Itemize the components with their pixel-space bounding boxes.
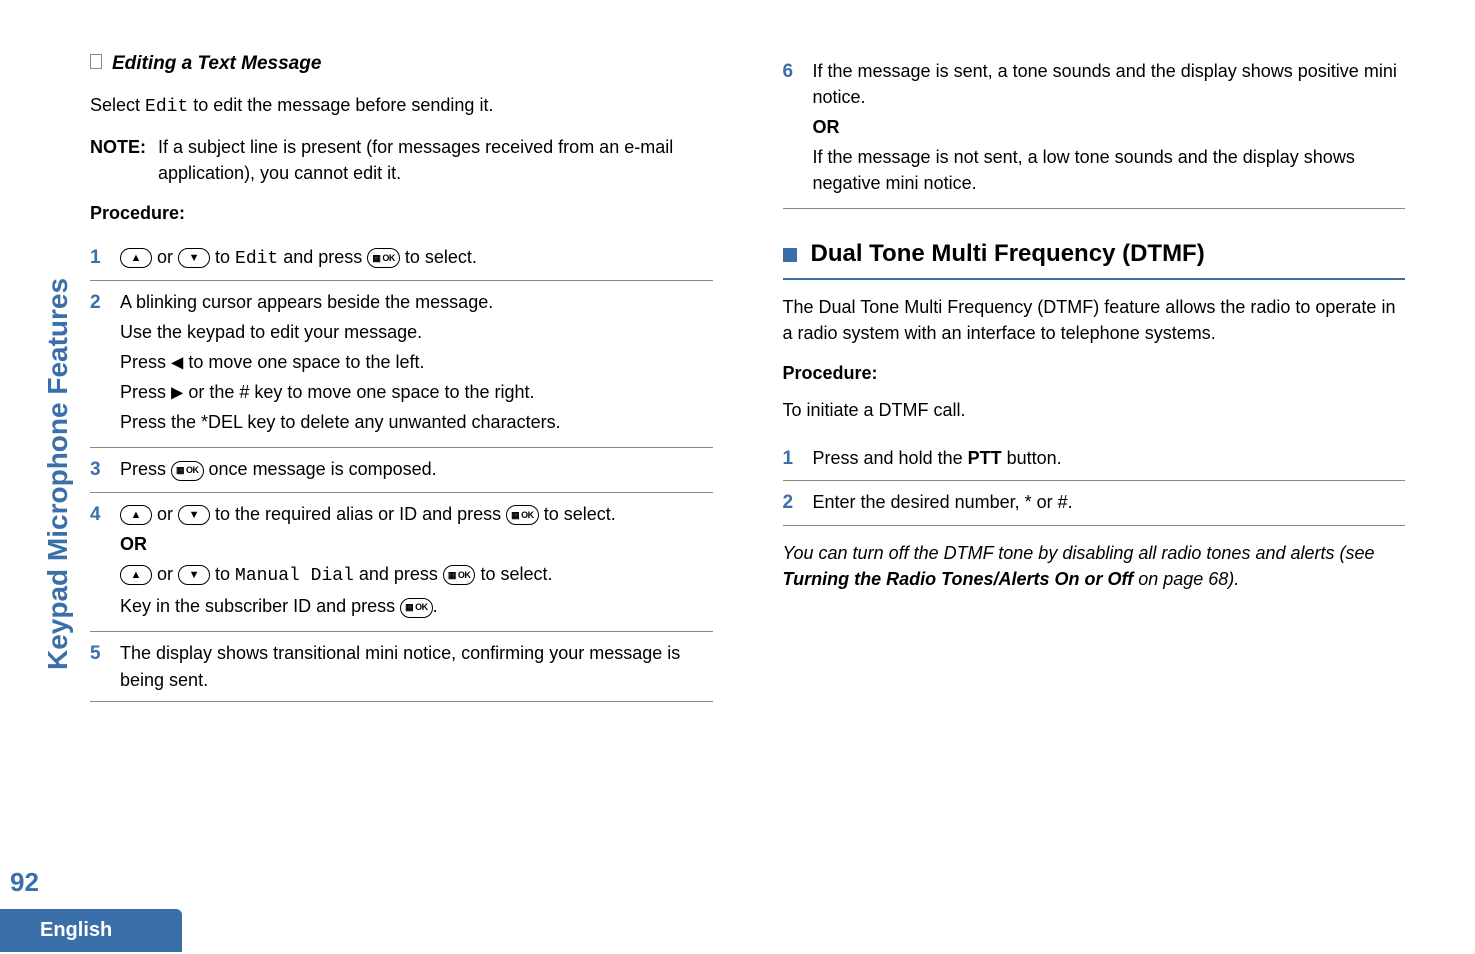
footer: English bbox=[0, 906, 260, 954]
ok-button-icon: ▦ OK bbox=[171, 461, 204, 481]
dtmf-lead: To initiate a DTMF call. bbox=[783, 397, 1406, 423]
txt: Press bbox=[120, 459, 171, 479]
txt: A blinking cursor appears beside the mes… bbox=[120, 289, 713, 315]
txt: Press ▶ or the # key to move one space t… bbox=[120, 379, 713, 405]
ok-button-icon: ▦ OK bbox=[506, 505, 539, 525]
step-num: 2 bbox=[783, 489, 813, 517]
dtmf-intro: The Dual Tone Multi Frequency (DTMF) fea… bbox=[783, 294, 1406, 346]
step-num: 1 bbox=[783, 445, 813, 473]
step-body: ▲ or ▼ to the required alias or ID and p… bbox=[120, 501, 713, 623]
down-button-icon: ▼ bbox=[178, 565, 210, 585]
up-button-icon: ▲ bbox=[120, 248, 152, 268]
footnote-bold: Turning the Radio Tones/Alerts On or Off bbox=[783, 569, 1134, 589]
intro-pre: Select bbox=[90, 95, 145, 115]
footnote: You can turn off the DTMF tone by disabl… bbox=[783, 540, 1406, 592]
right-column: 6 If the message is sent, a tone sounds … bbox=[783, 50, 1406, 850]
txt: or bbox=[152, 247, 178, 267]
txt: Press the *DEL key to delete any unwante… bbox=[120, 409, 713, 435]
note-text: If a subject line is present (for messag… bbox=[158, 134, 713, 186]
txt: If the message is sent, a tone sounds an… bbox=[813, 58, 1406, 110]
txt: and press bbox=[278, 247, 367, 267]
step-6: 6 If the message is sent, a tone sounds … bbox=[783, 50, 1406, 209]
right-arrow-icon: ▶ bbox=[171, 385, 183, 402]
step-body: If the message is sent, a tone sounds an… bbox=[813, 58, 1406, 200]
intro-mono: Edit bbox=[145, 97, 188, 117]
step-num: 2 bbox=[90, 289, 120, 439]
step-num: 5 bbox=[90, 640, 120, 692]
txt: to select. bbox=[400, 247, 477, 267]
up-button-icon: ▲ bbox=[120, 505, 152, 525]
procedure-label: Procedure: bbox=[90, 200, 713, 226]
step-body: ▲ or ▼ to Edit and press ▦ OK to select. bbox=[120, 244, 713, 272]
left-arrow-icon: ◀ bbox=[171, 355, 183, 372]
dtmf-step-1: 1 Press and hold the PTT button. bbox=[783, 437, 1406, 482]
document-icon bbox=[90, 54, 102, 69]
ok-button-icon: ▦ OK bbox=[443, 565, 476, 585]
txt: Use the keypad to edit your message. bbox=[120, 319, 713, 345]
txt: ▲ or ▼ to Manual Dial and press ▦ OK to … bbox=[120, 561, 713, 589]
down-button-icon: ▼ bbox=[178, 505, 210, 525]
intro-para: Select Edit to edit the message before s… bbox=[90, 92, 713, 120]
step-1: 1 ▲ or ▼ to Edit and press ▦ OK to selec… bbox=[90, 236, 713, 281]
or-text: OR bbox=[813, 114, 1406, 140]
ptt-bold: PTT bbox=[968, 448, 1002, 468]
step-4: 4 ▲ or ▼ to the required alias or ID and… bbox=[90, 493, 713, 632]
section-heading-dtmf: Dual Tone Multi Frequency (DTMF) bbox=[783, 237, 1406, 280]
txt: Key in the subscriber ID and press ▦ OK. bbox=[120, 593, 713, 619]
language-tab: English bbox=[0, 909, 182, 952]
intro-post: to edit the message before sending it. bbox=[188, 95, 493, 115]
left-column: Editing a Text Message Select Edit to ed… bbox=[90, 50, 713, 850]
step-body: Enter the desired number, * or #. bbox=[813, 489, 1406, 517]
step-body: A blinking cursor appears beside the mes… bbox=[120, 289, 713, 439]
step-2: 2 A blinking cursor appears beside the m… bbox=[90, 281, 713, 448]
page-number: 92 bbox=[10, 867, 39, 898]
or-text: OR bbox=[120, 531, 713, 557]
page-content: Editing a Text Message Select Edit to ed… bbox=[0, 0, 1475, 870]
subheading-editing: Editing a Text Message bbox=[90, 50, 713, 78]
note-row: NOTE: If a subject line is present (for … bbox=[90, 134, 713, 186]
step-num: 4 bbox=[90, 501, 120, 623]
step-num: 6 bbox=[783, 58, 813, 200]
txt: to bbox=[210, 247, 235, 267]
up-button-icon: ▲ bbox=[120, 565, 152, 585]
step-5: 5 The display shows transitional mini no… bbox=[90, 632, 713, 701]
step-3: 3 Press ▦ OK once message is composed. bbox=[90, 448, 713, 493]
step-num: 3 bbox=[90, 456, 120, 484]
step-body: Press and hold the PTT button. bbox=[813, 445, 1406, 473]
procedure-label: Procedure: bbox=[783, 360, 1406, 386]
step-body: The display shows transitional mini noti… bbox=[120, 640, 713, 692]
txt: If the message is not sent, a low tone s… bbox=[813, 144, 1406, 196]
step-body: Press ▦ OK once message is composed. bbox=[120, 456, 713, 484]
ok-button-icon: ▦ OK bbox=[400, 598, 433, 618]
square-bullet-icon bbox=[783, 248, 797, 262]
section-title: Dual Tone Multi Frequency (DTMF) bbox=[811, 237, 1205, 272]
step-num: 1 bbox=[90, 244, 120, 272]
txt: Press ◀ to move one space to the left. bbox=[120, 349, 713, 375]
txt-mono: Edit bbox=[235, 249, 278, 269]
note-label: NOTE: bbox=[90, 134, 158, 186]
sidebar-tab: Keypad Microphone Features bbox=[42, 278, 74, 670]
heading-text: Editing a Text Message bbox=[112, 53, 321, 74]
down-button-icon: ▼ bbox=[178, 248, 210, 268]
ok-button-icon: ▦ OK bbox=[367, 248, 400, 268]
txt: ▲ or ▼ to the required alias or ID and p… bbox=[120, 501, 713, 527]
txt: once message is composed. bbox=[204, 459, 437, 479]
dtmf-step-2: 2 Enter the desired number, * or #. bbox=[783, 481, 1406, 526]
